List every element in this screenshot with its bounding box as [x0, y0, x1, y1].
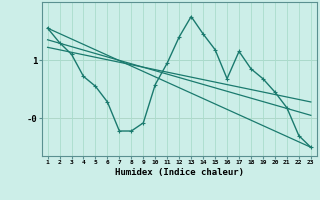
X-axis label: Humidex (Indice chaleur): Humidex (Indice chaleur): [115, 168, 244, 177]
